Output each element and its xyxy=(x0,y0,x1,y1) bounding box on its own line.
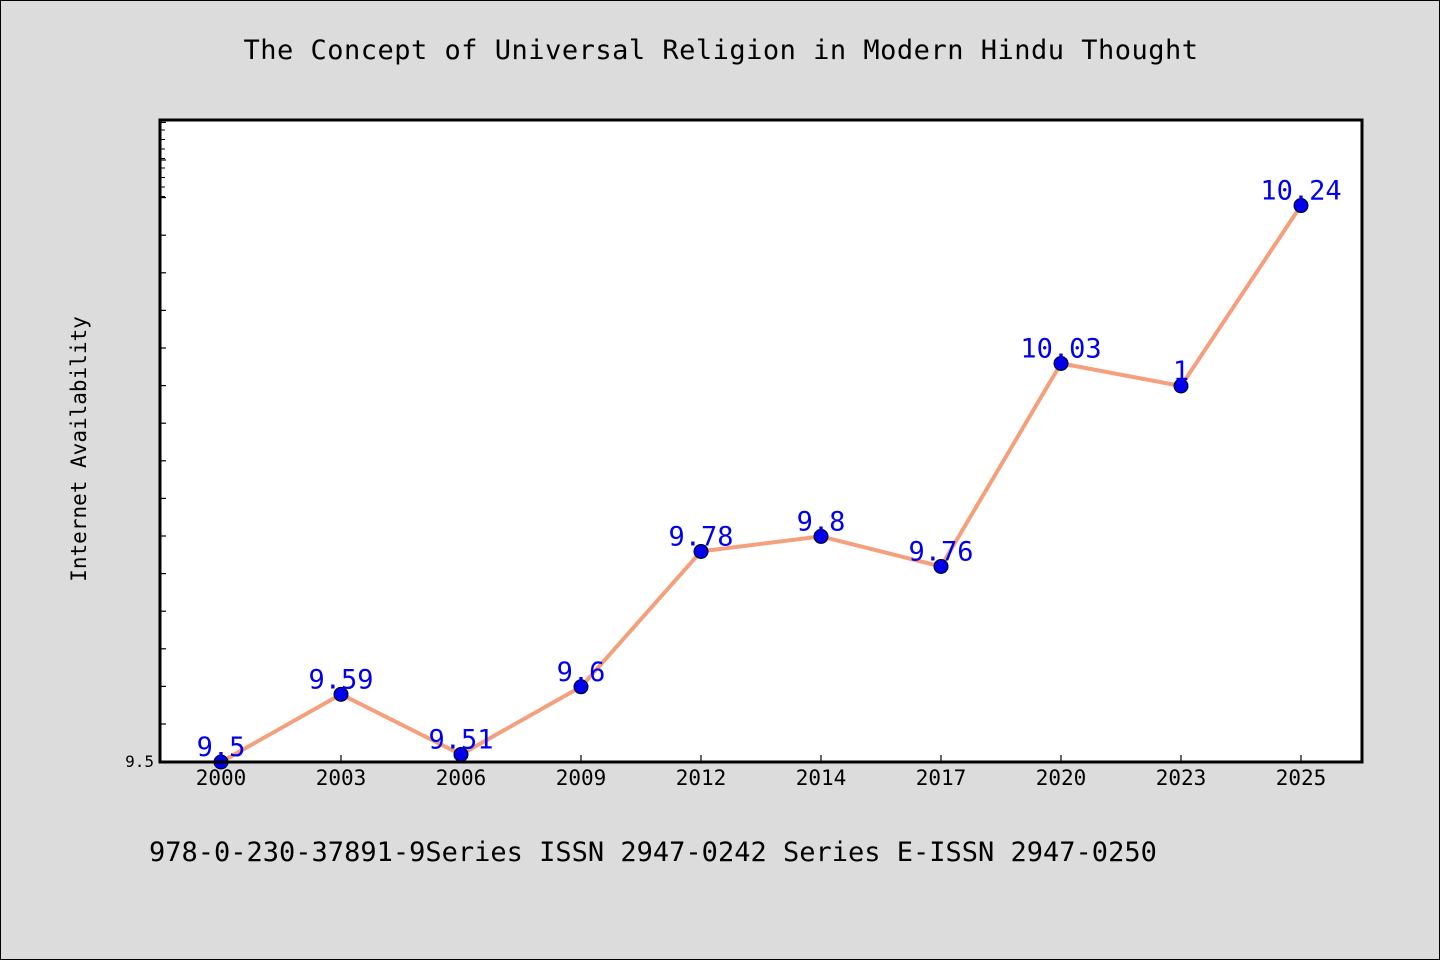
data-point-marker xyxy=(933,558,949,574)
x-tick-label: 2003 xyxy=(316,766,367,790)
data-point-marker xyxy=(1173,378,1189,394)
chart-title: The Concept of Universal Religion in Mod… xyxy=(243,35,1199,66)
data-label: 9.5 xyxy=(197,732,246,763)
series-line xyxy=(219,203,1303,764)
x-tick-label: 2017 xyxy=(916,766,967,790)
data-label: 9.59 xyxy=(308,664,373,695)
x-tick-label: 2025 xyxy=(1276,766,1327,790)
footer-isbn-text: 978-0-230-37891-9Series ISSN 2947-0242 S… xyxy=(149,837,1157,868)
data-label: 9.76 xyxy=(908,536,973,567)
data-point-marker xyxy=(813,528,829,544)
data-point-marker xyxy=(573,679,589,695)
x-tick-label: 2020 xyxy=(1036,766,1087,790)
x-tick-label: 2012 xyxy=(676,766,727,790)
x-tick-label: 2000 xyxy=(196,766,247,790)
x-tick-label: 2023 xyxy=(1156,766,1207,790)
y-tick-label: 9.5 xyxy=(125,752,154,771)
plot-frame xyxy=(158,118,1364,764)
data-point-marker xyxy=(1053,355,1069,371)
data-label: 10.03 xyxy=(1020,333,1101,364)
data-point-marker xyxy=(693,543,709,559)
plot-area xyxy=(160,120,1362,762)
data-label: 9.51 xyxy=(428,724,493,755)
data-label: 1 xyxy=(1173,356,1189,387)
data-label: 9.78 xyxy=(668,521,733,552)
data-label: 10.24 xyxy=(1260,176,1341,207)
x-tick-label: 2014 xyxy=(796,766,847,790)
data-label: 9.6 xyxy=(557,657,606,688)
data-point-marker xyxy=(333,686,349,702)
x-tick-label: 2009 xyxy=(556,766,607,790)
data-label: 9.8 xyxy=(797,506,846,537)
data-point-marker xyxy=(1293,198,1309,214)
x-tick-label: 2006 xyxy=(436,766,487,790)
